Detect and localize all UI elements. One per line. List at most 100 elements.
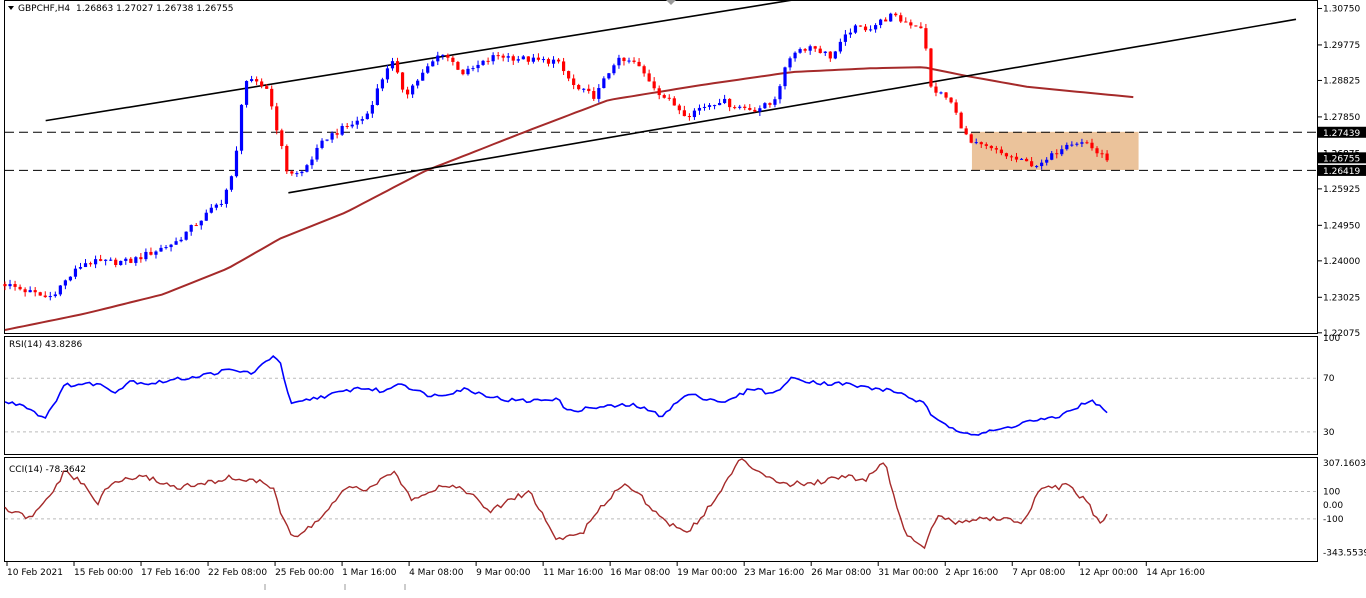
time-tick-label: 14 Apr 16:00 [1146, 568, 1205, 578]
bull-candle [582, 88, 586, 90]
bull-candle [889, 13, 893, 22]
bear-candle [999, 149, 1004, 154]
bear-candle [567, 71, 571, 79]
bull-candle [154, 251, 158, 255]
bull-candle [134, 257, 138, 263]
cci-title: CCI(14) -78.3642 [9, 465, 86, 475]
bull-candle [697, 107, 702, 111]
bull-candle [758, 108, 762, 112]
bear-candle [1014, 156, 1019, 160]
bull-candle [873, 25, 878, 30]
price-label-text: 1.26755 [1323, 154, 1360, 164]
bear-candle [728, 98, 732, 108]
bull-candle [390, 61, 395, 69]
trendline[interactable] [288, 18, 1297, 194]
time-tick-label: 9 Mar 00:00 [476, 568, 531, 578]
bull-candle [300, 171, 304, 174]
bull-candle [320, 140, 324, 148]
bull-candle [617, 57, 621, 66]
bear-candle [129, 258, 133, 263]
bear-candle [501, 55, 505, 58]
bear-candle [743, 106, 747, 108]
shift-marker-icon[interactable] [666, 0, 676, 5]
bear-candle [1004, 153, 1009, 157]
bear-candle [114, 259, 118, 266]
cci-panel[interactable] [4, 457, 1318, 562]
bull-candle [597, 88, 601, 99]
price-tick-label: 1.24950 [1323, 221, 1360, 231]
bear-candle [803, 49, 807, 51]
bear-candle [858, 25, 863, 27]
bear-candle [461, 69, 465, 75]
bull-candle [416, 80, 420, 86]
bull-candle [1019, 158, 1024, 160]
bear-candle [335, 133, 339, 135]
bear-candle [818, 48, 822, 54]
time-tick-label: 15 Feb 00:00 [74, 568, 133, 578]
bull-candle [783, 67, 787, 87]
bull-candle [476, 64, 480, 69]
bull-candle [104, 259, 108, 261]
bull-candle [1065, 144, 1069, 150]
bear-candle [964, 128, 968, 135]
bear-candle [149, 251, 153, 255]
bear-candle [632, 60, 636, 62]
bull-candle [350, 124, 354, 127]
trendline[interactable] [45, 0, 812, 122]
price-tick-label: 1.22075 [1323, 329, 1360, 339]
bear-candle [672, 98, 676, 106]
bull-candle [370, 104, 374, 114]
rsi-tick-label: 100 [1323, 334, 1340, 344]
consolidation-zone [971, 131, 1139, 170]
time-tick-label: 23 Mar 16:00 [744, 568, 804, 578]
bull-candle [974, 142, 978, 144]
cci-tick-label: 307.1603 [1323, 459, 1366, 469]
bear-candle [677, 105, 681, 111]
cci-line [4, 458, 1108, 550]
bull-candle [551, 59, 556, 64]
bear-candle [828, 51, 832, 59]
rsi-tick-label: 70 [1323, 374, 1335, 384]
bull-candle [360, 119, 364, 121]
bull-candle [244, 80, 249, 105]
bull-candle [778, 86, 782, 100]
bull-candle [63, 280, 67, 286]
bull-candle [229, 176, 234, 190]
bull-candle [209, 207, 213, 213]
bear-candle [345, 125, 349, 127]
bear-candle [637, 61, 641, 67]
ohlc-readout: 1.26863 1.27027 1.26738 1.26755 [76, 4, 233, 14]
bear-candle [1095, 148, 1099, 154]
price-tick-label: 1.29775 [1323, 41, 1360, 51]
bear-candle [969, 134, 973, 143]
bull-candle [124, 258, 128, 261]
time-tick-label: 16 Mar 08:00 [610, 568, 670, 578]
bull-candle [214, 204, 218, 208]
bear-candle [1090, 142, 1094, 149]
bull-candle [773, 99, 777, 105]
bull-candle [723, 98, 727, 104]
bull-candle [68, 276, 73, 281]
bull-candle [189, 225, 193, 232]
rsi-panel[interactable] [4, 336, 1318, 455]
bear-candle [18, 286, 22, 290]
bear-candle [88, 263, 93, 265]
bull-candle [179, 239, 183, 242]
bull-candle [224, 189, 229, 204]
bull-candle [119, 260, 123, 266]
bear-candle [99, 259, 103, 261]
bull-candle [717, 103, 722, 106]
bear-candle [526, 56, 530, 62]
bull-candle [28, 290, 32, 293]
bear-candle [984, 144, 988, 146]
bear-candle [451, 57, 455, 62]
bear-candle [682, 110, 686, 117]
bull-candle [1040, 162, 1044, 167]
bear-candle [924, 28, 928, 49]
bear-candle [23, 289, 27, 293]
time-tick-label: 25 Feb 00:00 [275, 568, 334, 578]
bear-candle [813, 46, 817, 49]
bull-candle [411, 85, 415, 95]
collapse-triangle-icon[interactable] [8, 6, 14, 10]
